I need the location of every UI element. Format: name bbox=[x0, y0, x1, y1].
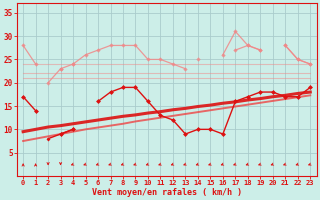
X-axis label: Vent moyen/en rafales ( km/h ): Vent moyen/en rafales ( km/h ) bbox=[92, 188, 242, 197]
